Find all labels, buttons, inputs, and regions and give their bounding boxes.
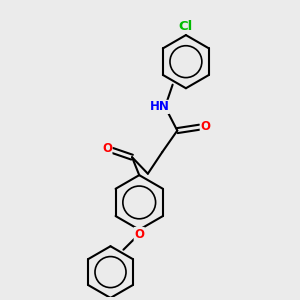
Text: HN: HN (149, 100, 169, 113)
Text: Cl: Cl (179, 20, 193, 33)
Text: O: O (200, 120, 210, 133)
Text: O: O (134, 227, 144, 241)
Text: O: O (102, 142, 112, 155)
